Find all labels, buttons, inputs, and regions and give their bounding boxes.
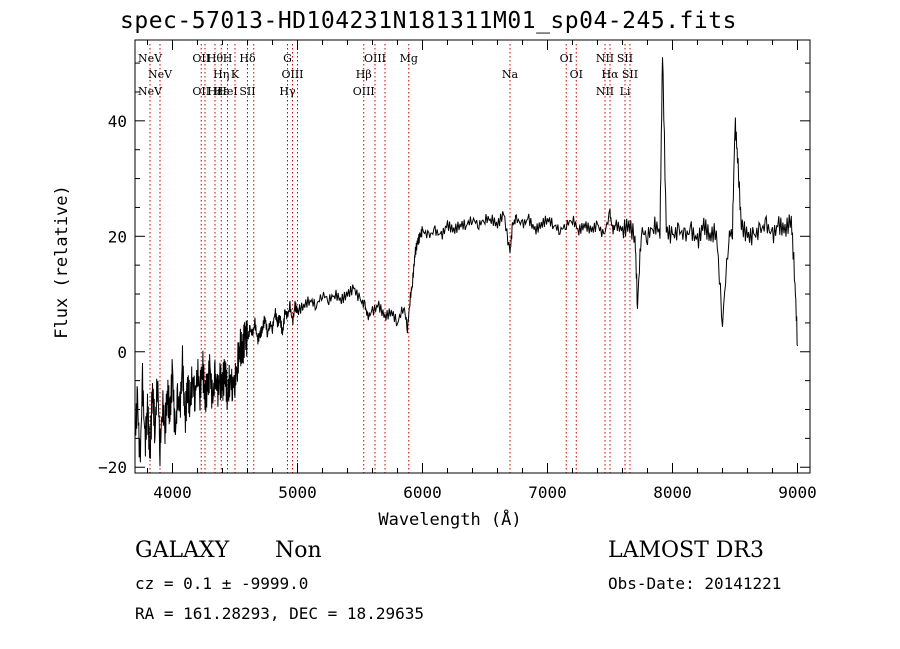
x-tick-label: 7000	[528, 483, 567, 502]
line-label: Hη	[213, 68, 229, 81]
x-tick-label: 5000	[278, 483, 317, 502]
x-tick-label: 8000	[653, 483, 692, 502]
line-label: NeV	[148, 68, 173, 81]
line-label: NII	[596, 85, 614, 98]
plot-frame	[134, 39, 811, 474]
y-tick-label: 20	[108, 227, 127, 246]
spectrum-line	[134, 57, 798, 467]
line-label: NeV	[138, 52, 163, 65]
line-label: K	[231, 68, 240, 81]
line-label: NII	[596, 52, 614, 65]
x-tick-label: 4000	[153, 483, 192, 502]
line-label: OI	[560, 52, 573, 65]
x-axis-label: Wavelength (Å)	[378, 510, 522, 530]
line-label: G	[283, 52, 292, 65]
line-label: HeI	[217, 85, 237, 98]
line-label: OIII	[364, 52, 386, 65]
y-tick-label: 0	[117, 343, 127, 362]
line-label: Hε	[207, 85, 223, 98]
line-label: SII	[622, 68, 638, 81]
line-label: Hα	[601, 68, 619, 81]
coordinates: RA = 161.28293, DEC = 18.29635	[135, 604, 424, 623]
line-label: Hε	[214, 85, 230, 98]
y-tick-label: −20	[98, 458, 127, 477]
line-label: Mg	[400, 52, 418, 65]
redshift-readout: cz = 0.1 ± -9999.0	[135, 574, 309, 593]
x-tick-label: 6000	[403, 483, 442, 502]
x-tick-label: 9000	[778, 483, 817, 502]
line-label: Li	[620, 85, 631, 98]
line-label: SII	[617, 52, 633, 65]
line-label: OIII	[281, 68, 303, 81]
line-label: OII	[192, 85, 210, 98]
line-label: H	[223, 52, 233, 65]
chart-title: spec-57013-HD104231N181311M01_sp04-245.f…	[120, 8, 737, 34]
line-label: OI	[570, 68, 583, 81]
object-class: GALAXY	[135, 538, 230, 563]
object-subclass: Non	[275, 538, 322, 563]
line-label: Hβ	[356, 68, 372, 81]
line-label: OIII	[353, 85, 375, 98]
y-tick-label: 40	[108, 112, 127, 131]
line-label: Hθ	[207, 52, 224, 65]
y-axis-label: Flux (relative)	[52, 185, 72, 339]
line-label: Hδ	[239, 52, 256, 65]
line-label: NeV	[138, 85, 163, 98]
line-label: SII	[239, 85, 255, 98]
obs-date: Obs-Date: 20141221	[608, 574, 782, 593]
line-markers	[149, 44, 631, 473]
line-label: OII	[192, 52, 210, 65]
axes: 4000 5000 6000 7000 8000 9000 −20 0 20 40	[98, 39, 817, 502]
line-labels: NeVNeVNeVOIIOIIHθHεHηHεHHeIKHδSIIGHγOIII…	[138, 52, 638, 98]
line-label: Hγ	[279, 85, 296, 98]
line-label: Na	[502, 68, 519, 81]
survey-name: LAMOST DR3	[608, 538, 764, 563]
spectrum-series	[134, 57, 798, 467]
